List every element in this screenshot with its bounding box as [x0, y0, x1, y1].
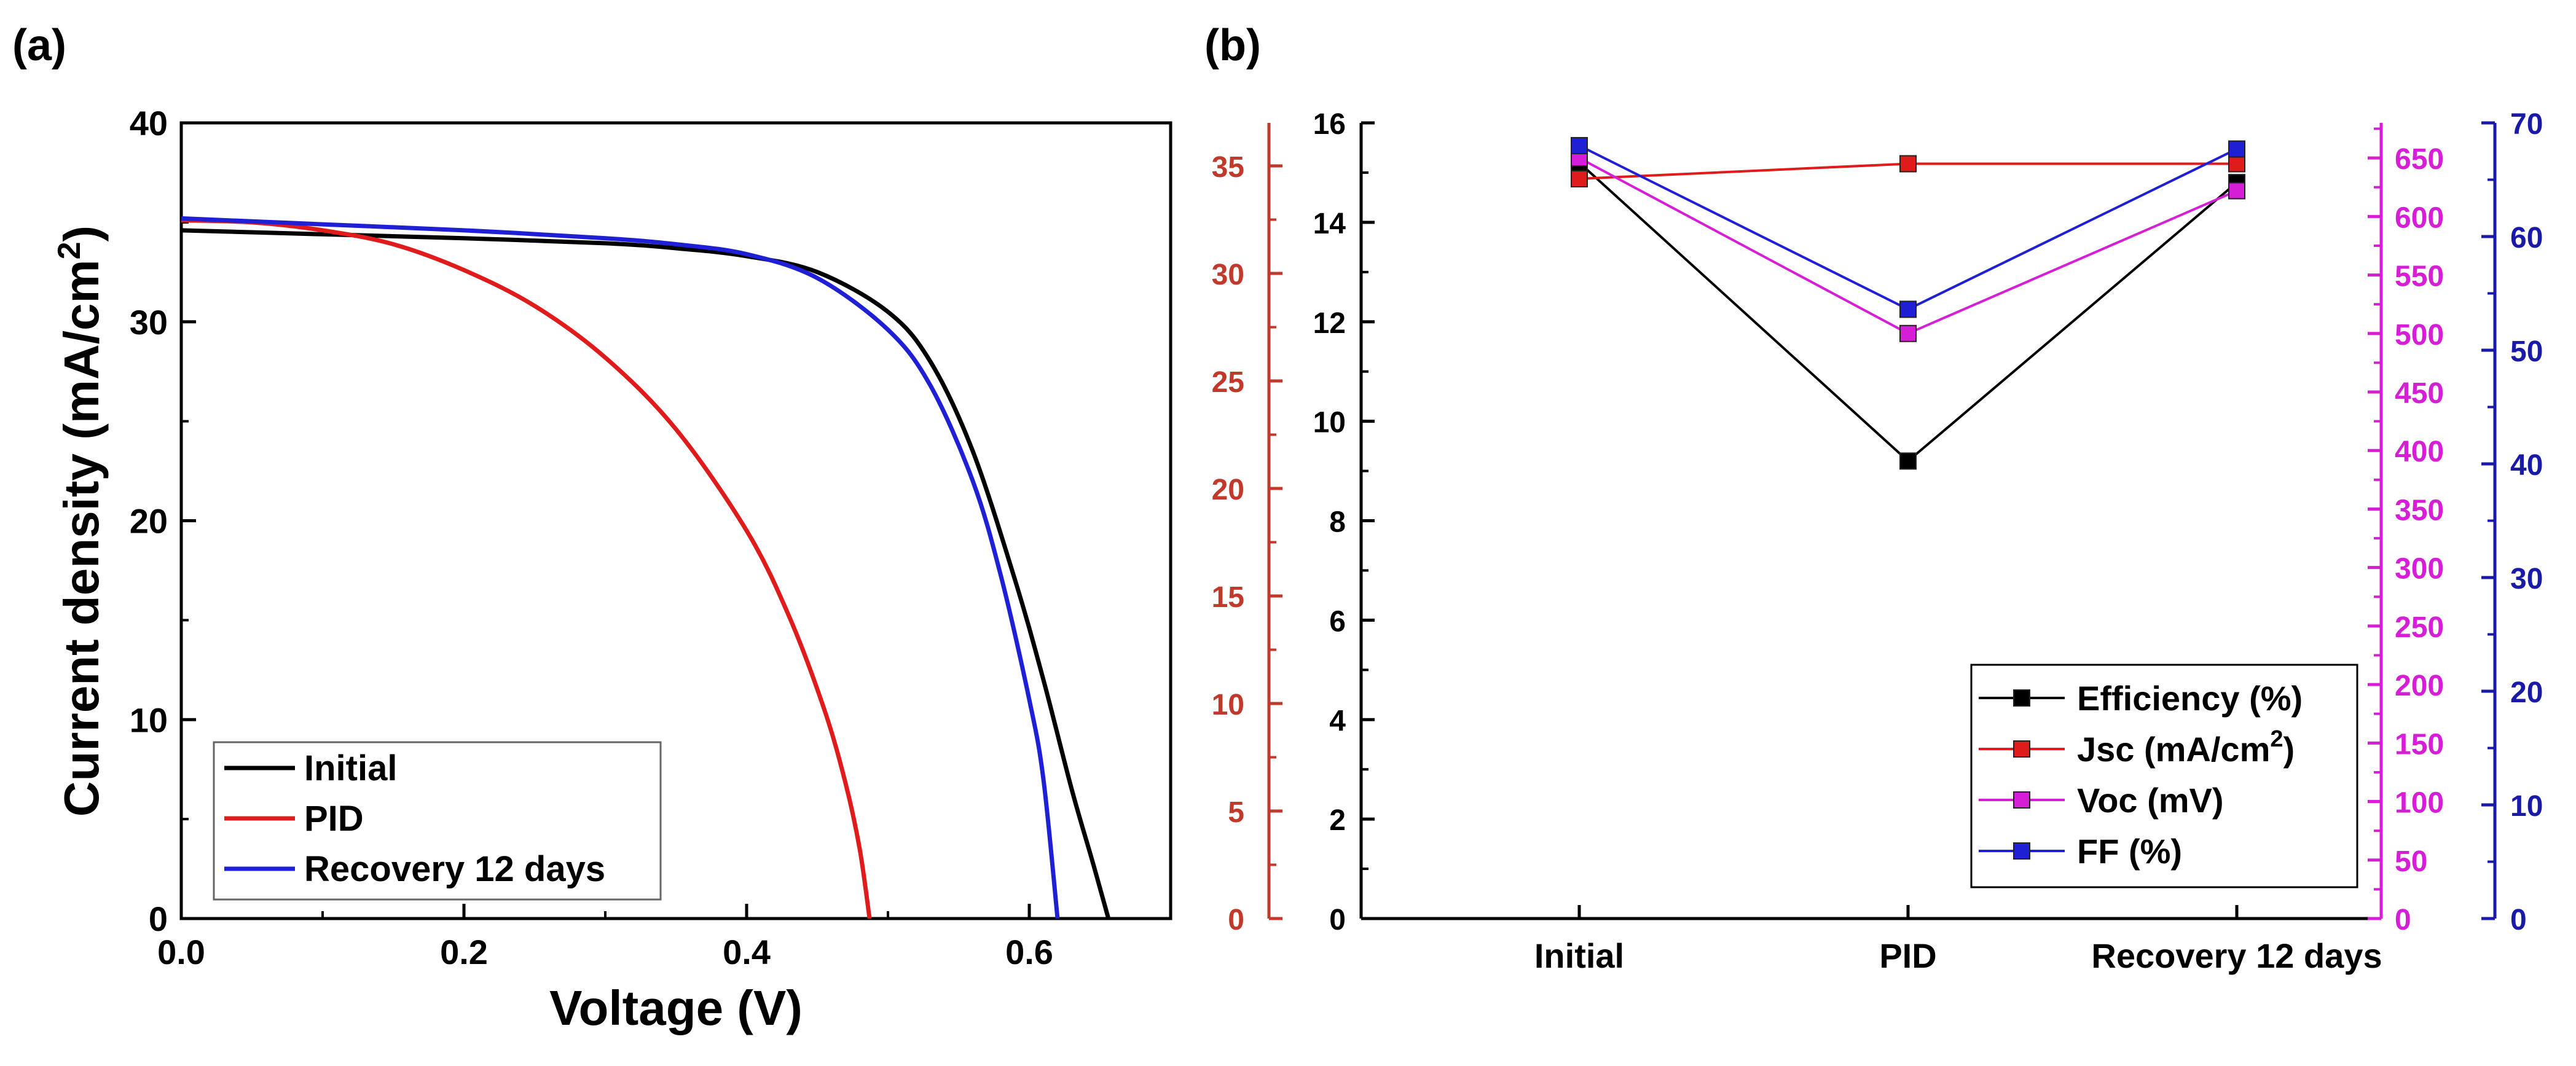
efficiency-tick-label: 10 [1313, 407, 1346, 439]
voc-tick-label: 250 [2395, 611, 2444, 644]
ff-tick-label: 70 [2510, 108, 2543, 141]
y-tick-label: 10 [130, 700, 168, 739]
jsc-tick-label: 5 [1228, 796, 1244, 829]
legend-label: Efficiency (%) [2077, 679, 2303, 718]
jsc-data-point [1899, 155, 1917, 173]
jv-curve-initial [181, 228, 1111, 919]
efficiency-tick-label: 0 [1329, 904, 1346, 936]
jsc-data-point [1571, 170, 1588, 187]
legend-marker [2013, 791, 2030, 809]
efficiency-tick-label: 16 [1313, 108, 1346, 141]
legend-label: Recovery 12 days [304, 849, 605, 889]
legend-label: Jsc (mA/cm2) [2077, 726, 2295, 769]
legend-label: Voc (mV) [2077, 781, 2224, 820]
ff-tick-label: 30 [2510, 563, 2543, 595]
panel-b-label: (b) [1204, 21, 1261, 70]
ff-tick-label: 60 [2510, 222, 2543, 254]
ff-data-point [1571, 137, 1588, 154]
voc-tick-label: 200 [2395, 670, 2444, 702]
ff-tick-label: 10 [2510, 790, 2543, 823]
x-category-label: Initial [1534, 936, 1624, 975]
legend-marker [2013, 689, 2030, 707]
panel-a-x-ticks: 0.0 0.2 0.4 0.6 [157, 904, 1053, 971]
x-tick-label: 0.6 [1005, 933, 1053, 971]
voc-tick-label: 300 [2395, 553, 2444, 586]
panel-a-y-label: Current density (mA/cm2) [52, 225, 109, 817]
jsc-tick-label: 35 [1212, 151, 1244, 184]
voc-data-point [1899, 324, 1917, 342]
voc-tick-label: 600 [2395, 202, 2444, 234]
efficiency-tick-label: 14 [1313, 208, 1346, 240]
ff-data-point [2228, 140, 2245, 158]
x-category-label: PID [1879, 936, 1936, 975]
voc-tick-label: 650 [2395, 143, 2444, 176]
ff-tick-label: 20 [2510, 676, 2543, 709]
y-tick-label: 0 [149, 899, 168, 938]
ff-tick-label: 0 [2510, 904, 2527, 936]
jsc-tick-label: 15 [1212, 581, 1244, 614]
legend-label: PID [304, 799, 364, 839]
panel-a-x-label: Voltage (V) [549, 981, 803, 1035]
efficiency-tick-label: 6 [1329, 605, 1346, 638]
jsc-tick-label: 0 [1228, 904, 1244, 936]
panel-b-plot: 0246810121416051015202530350501001502002… [1212, 108, 2543, 975]
panel-a-curves [181, 216, 1111, 919]
y-tick-label: 40 [130, 104, 168, 143]
jsc-tick-label: 20 [1212, 474, 1244, 506]
efficiency-tick-label: 4 [1329, 705, 1346, 737]
jv-curve-pid [181, 218, 872, 919]
panel-b-axes: 0246810121416051015202530350501001502002… [1212, 108, 2543, 936]
panel-b-series [1571, 137, 2245, 470]
efficiency-data-point [1899, 452, 1917, 470]
efficiency-tick-label: 2 [1329, 804, 1346, 837]
voc-tick-label: 500 [2395, 319, 2444, 351]
efficiency-tick-label: 12 [1313, 307, 1346, 340]
ff-tick-label: 40 [2510, 449, 2543, 482]
voc-tick-label: 400 [2395, 436, 2444, 468]
voc-tick-label: 50 [2395, 845, 2427, 878]
y-tick-label: 20 [130, 502, 168, 541]
jv-curve-recovery-12-days [181, 216, 1060, 919]
ff-data-point [1899, 300, 1917, 318]
voc-tick-label: 350 [2395, 494, 2444, 527]
voc-tick-label: 0 [2395, 904, 2411, 936]
panel-a-plot: 0.0 0.2 0.4 0.6 0 10 20 30 40 Voltage (V) Curre… [52, 104, 1172, 1035]
efficiency-tick-label: 8 [1329, 506, 1346, 539]
voc-tick-label: 550 [2395, 261, 2444, 293]
voc-tick-label: 450 [2395, 377, 2444, 410]
jsc-tick-label: 30 [1212, 259, 1244, 291]
x-tick-label: 0.2 [440, 933, 488, 971]
voc-tick-label: 150 [2395, 728, 2444, 761]
legend-marker [2013, 842, 2030, 860]
voc-data-point [2228, 182, 2245, 200]
panel-a-legend: Initial PID Recovery 12 days [213, 741, 662, 901]
panel-b-x-labels: Initial PID Recovery 12 days [1534, 905, 2382, 975]
jsc-data-point [2228, 155, 2245, 173]
legend-label: FF (%) [2077, 832, 2182, 871]
x-tick-label: 0.4 [723, 933, 771, 971]
legend-marker [2013, 740, 2030, 758]
panel-a-y-ticks: 0 10 20 30 40 [130, 104, 196, 938]
ff-tick-label: 50 [2510, 335, 2543, 368]
x-tick-label: 0.0 [157, 933, 205, 971]
y-tick-label: 30 [130, 303, 168, 342]
x-category-label: Recovery 12 days [2091, 936, 2382, 975]
legend-label: Initial [304, 748, 397, 788]
panel-b-legend: Efficiency (%) Jsc (mA/cm2) Voc (mV) FF (%) [1970, 664, 2358, 888]
voc-tick-label: 100 [2395, 787, 2444, 820]
jsc-tick-label: 10 [1212, 689, 1244, 721]
jsc-tick-label: 25 [1212, 366, 1244, 399]
panel-a-label: (a) [12, 21, 66, 70]
